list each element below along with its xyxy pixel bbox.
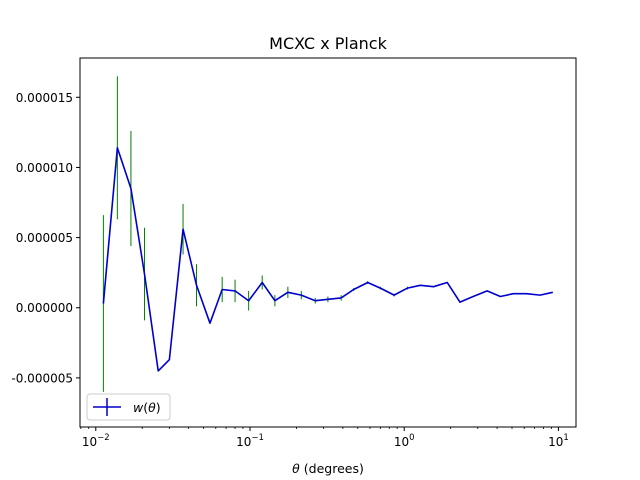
x-axis-label-unit: (degrees) <box>300 461 364 476</box>
y-tick-label: 0.000000 <box>16 301 73 315</box>
x-axis-ticks: 10−2 10−1 100 101 <box>80 427 569 449</box>
chart-title: MCXC x Planck <box>269 34 387 53</box>
legend-label: w(θ) <box>133 400 161 415</box>
legend-label-close: ) <box>156 400 161 415</box>
x-axis-label: θ (degrees) <box>292 461 364 476</box>
x-tick-label-exponent: 0 <box>409 433 414 443</box>
y-tick-label: 0.000015 <box>16 91 73 105</box>
y-axis-ticks: -0.000005 0.000000 0.000005 0.000010 0.00001… <box>11 91 80 385</box>
series-layer <box>102 76 554 392</box>
y-tick-label: 0.000010 <box>16 161 73 175</box>
x-tick-label-base: 10 <box>82 435 97 449</box>
x-tick-label: 10−2 <box>82 433 110 449</box>
x-axis-label-symbol: θ <box>292 461 300 476</box>
y-tick-label: 0.000005 <box>16 231 73 245</box>
x-tick-label-base: 10 <box>236 435 251 449</box>
legend-label-arg: θ <box>148 400 156 415</box>
legend-label-open: ( <box>143 400 148 415</box>
x-tick-label-exponent: −1 <box>251 433 264 443</box>
x-tick-label-exponent: 1 <box>563 433 568 443</box>
x-tick-label: 101 <box>548 433 569 449</box>
x-tick-label: 10−1 <box>236 433 264 449</box>
y-tick-label: -0.000005 <box>11 371 73 385</box>
legend: w(θ) <box>86 393 171 421</box>
legend-label-symbol: w <box>133 400 144 415</box>
plot-frame <box>79 57 577 428</box>
x-tick-label: 100 <box>394 433 415 449</box>
x-tick-label-exponent: −2 <box>97 433 110 443</box>
series-line <box>102 146 554 372</box>
x-tick-label-base: 10 <box>394 435 409 449</box>
x-tick-label-base: 10 <box>548 435 563 449</box>
